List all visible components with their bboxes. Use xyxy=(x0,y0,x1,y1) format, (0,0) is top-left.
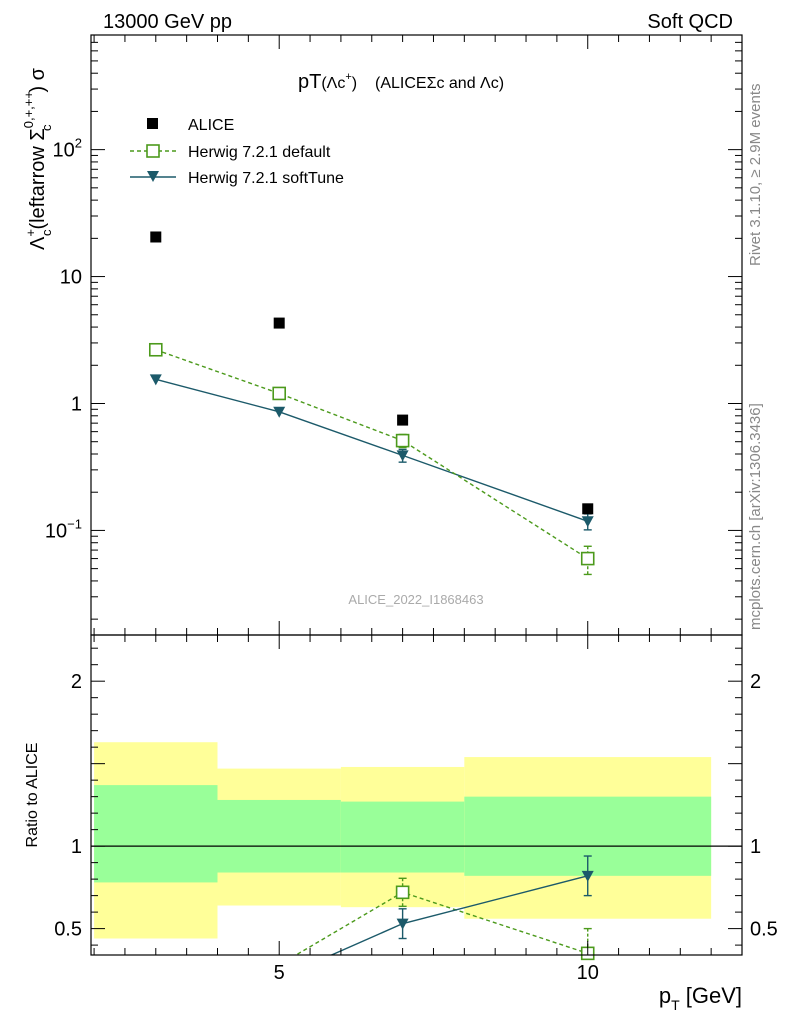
ratio-bands xyxy=(94,742,712,939)
bot-point-soft xyxy=(581,870,594,882)
bot-point-default xyxy=(395,885,410,900)
legend-marker-softtune xyxy=(147,171,159,182)
top-point-data xyxy=(273,317,285,329)
top-point-data xyxy=(397,414,409,426)
top-point-default xyxy=(148,342,163,357)
legend: ALICE Herwig 7.2.1 default Herwig 7.2.1 … xyxy=(130,117,344,187)
top-point-default xyxy=(272,386,287,401)
bot-point-soft xyxy=(396,918,409,930)
top-point-soft xyxy=(396,450,409,462)
x-tick-label: 10 xyxy=(577,962,599,984)
ratio-band-green xyxy=(217,799,341,873)
y-label-base: Λ xyxy=(27,236,49,250)
main-y-tick-label: 102 xyxy=(53,136,82,162)
main-plot-y-tick-labels: 102 10 1 10−1 xyxy=(45,136,82,543)
main-y-tick-label: 10 xyxy=(60,267,82,289)
mcplots-label: mcplots.cern.ch [arXiv:1306.3436] xyxy=(747,403,764,630)
ratio-plot-frame xyxy=(90,634,743,956)
header-left: 13000 GeV pp xyxy=(103,11,232,33)
header-right: Soft QCD xyxy=(647,11,733,33)
x-label-tail: [GeV] xyxy=(680,983,742,1008)
plot-title-tail: (ALICEΣc and Λc) xyxy=(375,75,504,92)
plot-title-sup: + xyxy=(345,71,351,83)
x-axis-label: pT [GeV] xyxy=(659,983,742,1013)
main-y-axis-label: Λ+c(leftarrow Σ0,+,++ c) σ xyxy=(21,67,54,250)
y-label-sub: c xyxy=(39,229,54,236)
x-label-base: p xyxy=(659,983,671,1008)
legend-label-softtune: Herwig 7.2.1 softTune xyxy=(188,170,344,187)
legend-label-default: Herwig 7.2.1 default xyxy=(188,144,331,161)
ratio-band-green xyxy=(340,801,465,873)
top-line-default xyxy=(155,349,589,560)
legend-label-alice: ALICE xyxy=(188,117,234,134)
plot-title-main: pT xyxy=(298,71,321,93)
top-point-default xyxy=(580,551,595,566)
y-label-sub2: c xyxy=(39,124,54,131)
ratio-y-tick-label-left: 0.5 xyxy=(54,919,82,941)
top-line-soft xyxy=(155,378,588,522)
plot-title: pT(Λc+) xyxy=(298,71,357,93)
ratio-y-tick-label-left: 1 xyxy=(71,836,82,858)
ratio-y-tick-label-right: 1 xyxy=(750,836,761,858)
x-tick-label: 5 xyxy=(274,962,285,984)
y-label-mid: (leftarrow Σ xyxy=(27,128,49,229)
ratio-plot: 2 2 1 1 0.5 0.5 5 10 Ratio to ALICE pT [GeV] xyxy=(24,634,778,1013)
analysis-watermark: ALICE_2022_I1868463 xyxy=(348,592,483,607)
top-point-soft xyxy=(581,516,594,528)
ratio-plot-ticks xyxy=(91,635,743,955)
rivet-label: Rivet 3.1.10, ≥ 2.9M events xyxy=(747,84,764,267)
top-point-data xyxy=(150,231,162,243)
ratio-y-tick-label-right: 2 xyxy=(750,671,761,693)
ratio-y-axis-label: Ratio to ALICE xyxy=(24,743,41,848)
y-label-sup2: 0,+,++ xyxy=(21,91,36,128)
top-point-data xyxy=(582,503,594,515)
plot-title-close: ) xyxy=(352,75,357,92)
ratio-y-tick-label-left: 2 xyxy=(71,671,82,693)
top-point-soft xyxy=(273,406,286,418)
top-point-default xyxy=(395,433,410,448)
ratio-plot-tick-labels: 2 2 1 1 0.5 0.5 5 10 xyxy=(54,671,778,984)
bot-line-default xyxy=(294,891,588,955)
x-label-sub: T xyxy=(671,997,680,1013)
legend-marker-default xyxy=(146,144,160,158)
ratio-y-tick-label-right: 0.5 xyxy=(750,919,778,941)
plot-title-sub: (Λc xyxy=(321,75,345,92)
main-y-tick-label: 10−1 xyxy=(45,516,82,542)
ratio-band-green xyxy=(94,785,218,883)
y-label-tail: ) σ xyxy=(27,67,49,92)
legend-marker-alice xyxy=(147,118,158,129)
top-point-soft xyxy=(149,374,162,386)
main-plot-series xyxy=(148,231,595,576)
y-label-sup: + xyxy=(23,229,38,237)
main-y-tick-label: 1 xyxy=(71,393,82,415)
main-plot-ticks xyxy=(91,34,743,635)
